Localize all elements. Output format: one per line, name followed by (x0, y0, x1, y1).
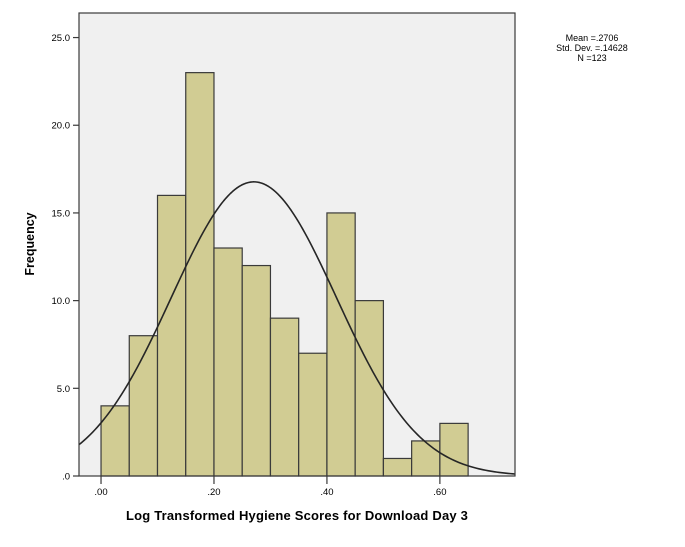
histogram-bar (439, 422, 469, 477)
normal-curve (78, 181, 516, 475)
plot-border (78, 12, 516, 477)
histogram-bar (269, 317, 300, 477)
stats-box: Mean =.2706 Std. Dev. =.14628 N =123 (512, 33, 672, 63)
y-axis-title: Frequency (23, 212, 37, 276)
histogram-bar (213, 247, 243, 477)
stats-mean: Mean =.2706 (565, 33, 619, 43)
x-tick-label: .60 (433, 487, 446, 498)
histogram-bar (185, 72, 215, 477)
stats-std-dev: Std. Dev. =.14628 (556, 43, 628, 53)
x-tick-label: .20 (207, 487, 220, 498)
histogram-bar (128, 335, 159, 477)
y-tick-label: 20.0 (52, 121, 71, 132)
x-axis-title: Log Transformed Hygiene Scores for Downl… (125, 508, 469, 523)
stats-n: N =123 (577, 53, 607, 63)
y-tick-label: .0 (62, 472, 70, 483)
y-tick-label: 25.0 (52, 33, 71, 44)
histogram-bar (354, 300, 385, 477)
histogram-bar (382, 457, 413, 477)
histogram-bar (411, 440, 441, 477)
x-tick-label: .00 (94, 487, 107, 498)
histogram-bar (326, 212, 356, 477)
y-tick-label: 15.0 (52, 208, 71, 219)
x-tick-label: .40 (320, 487, 333, 498)
histogram-bar (156, 194, 187, 477)
y-tick-label: 5.0 (57, 384, 70, 395)
y-tick-label: 10.0 (52, 296, 71, 307)
histogram-bar (298, 352, 328, 477)
histogram-bar (241, 264, 272, 477)
